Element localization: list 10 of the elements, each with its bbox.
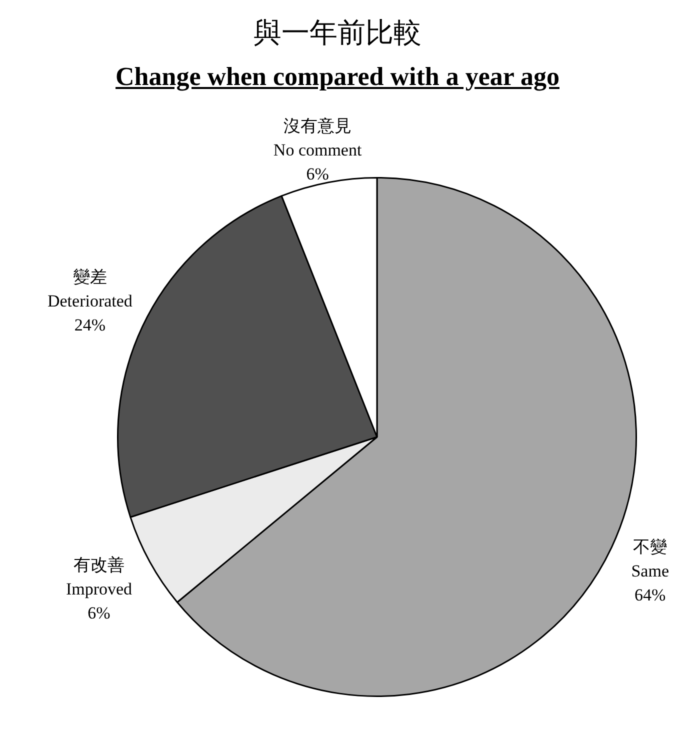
chart-subtitle: Change when compared with a year ago — [114, 62, 560, 92]
data-label: 6% — [88, 603, 110, 622]
chart-title: 與一年前比較 — [252, 15, 422, 51]
data-label: 24% — [74, 315, 106, 334]
data-label: 64% — [634, 586, 666, 605]
slice-label: 沒有意見 No comment — [273, 116, 362, 160]
slice-label: 有改善 Improved — [66, 555, 133, 598]
slice-label: 變差 Deteriorated — [47, 267, 133, 310]
data-label: 6% — [306, 164, 329, 184]
slice-label: 不變 Same — [631, 538, 670, 581]
